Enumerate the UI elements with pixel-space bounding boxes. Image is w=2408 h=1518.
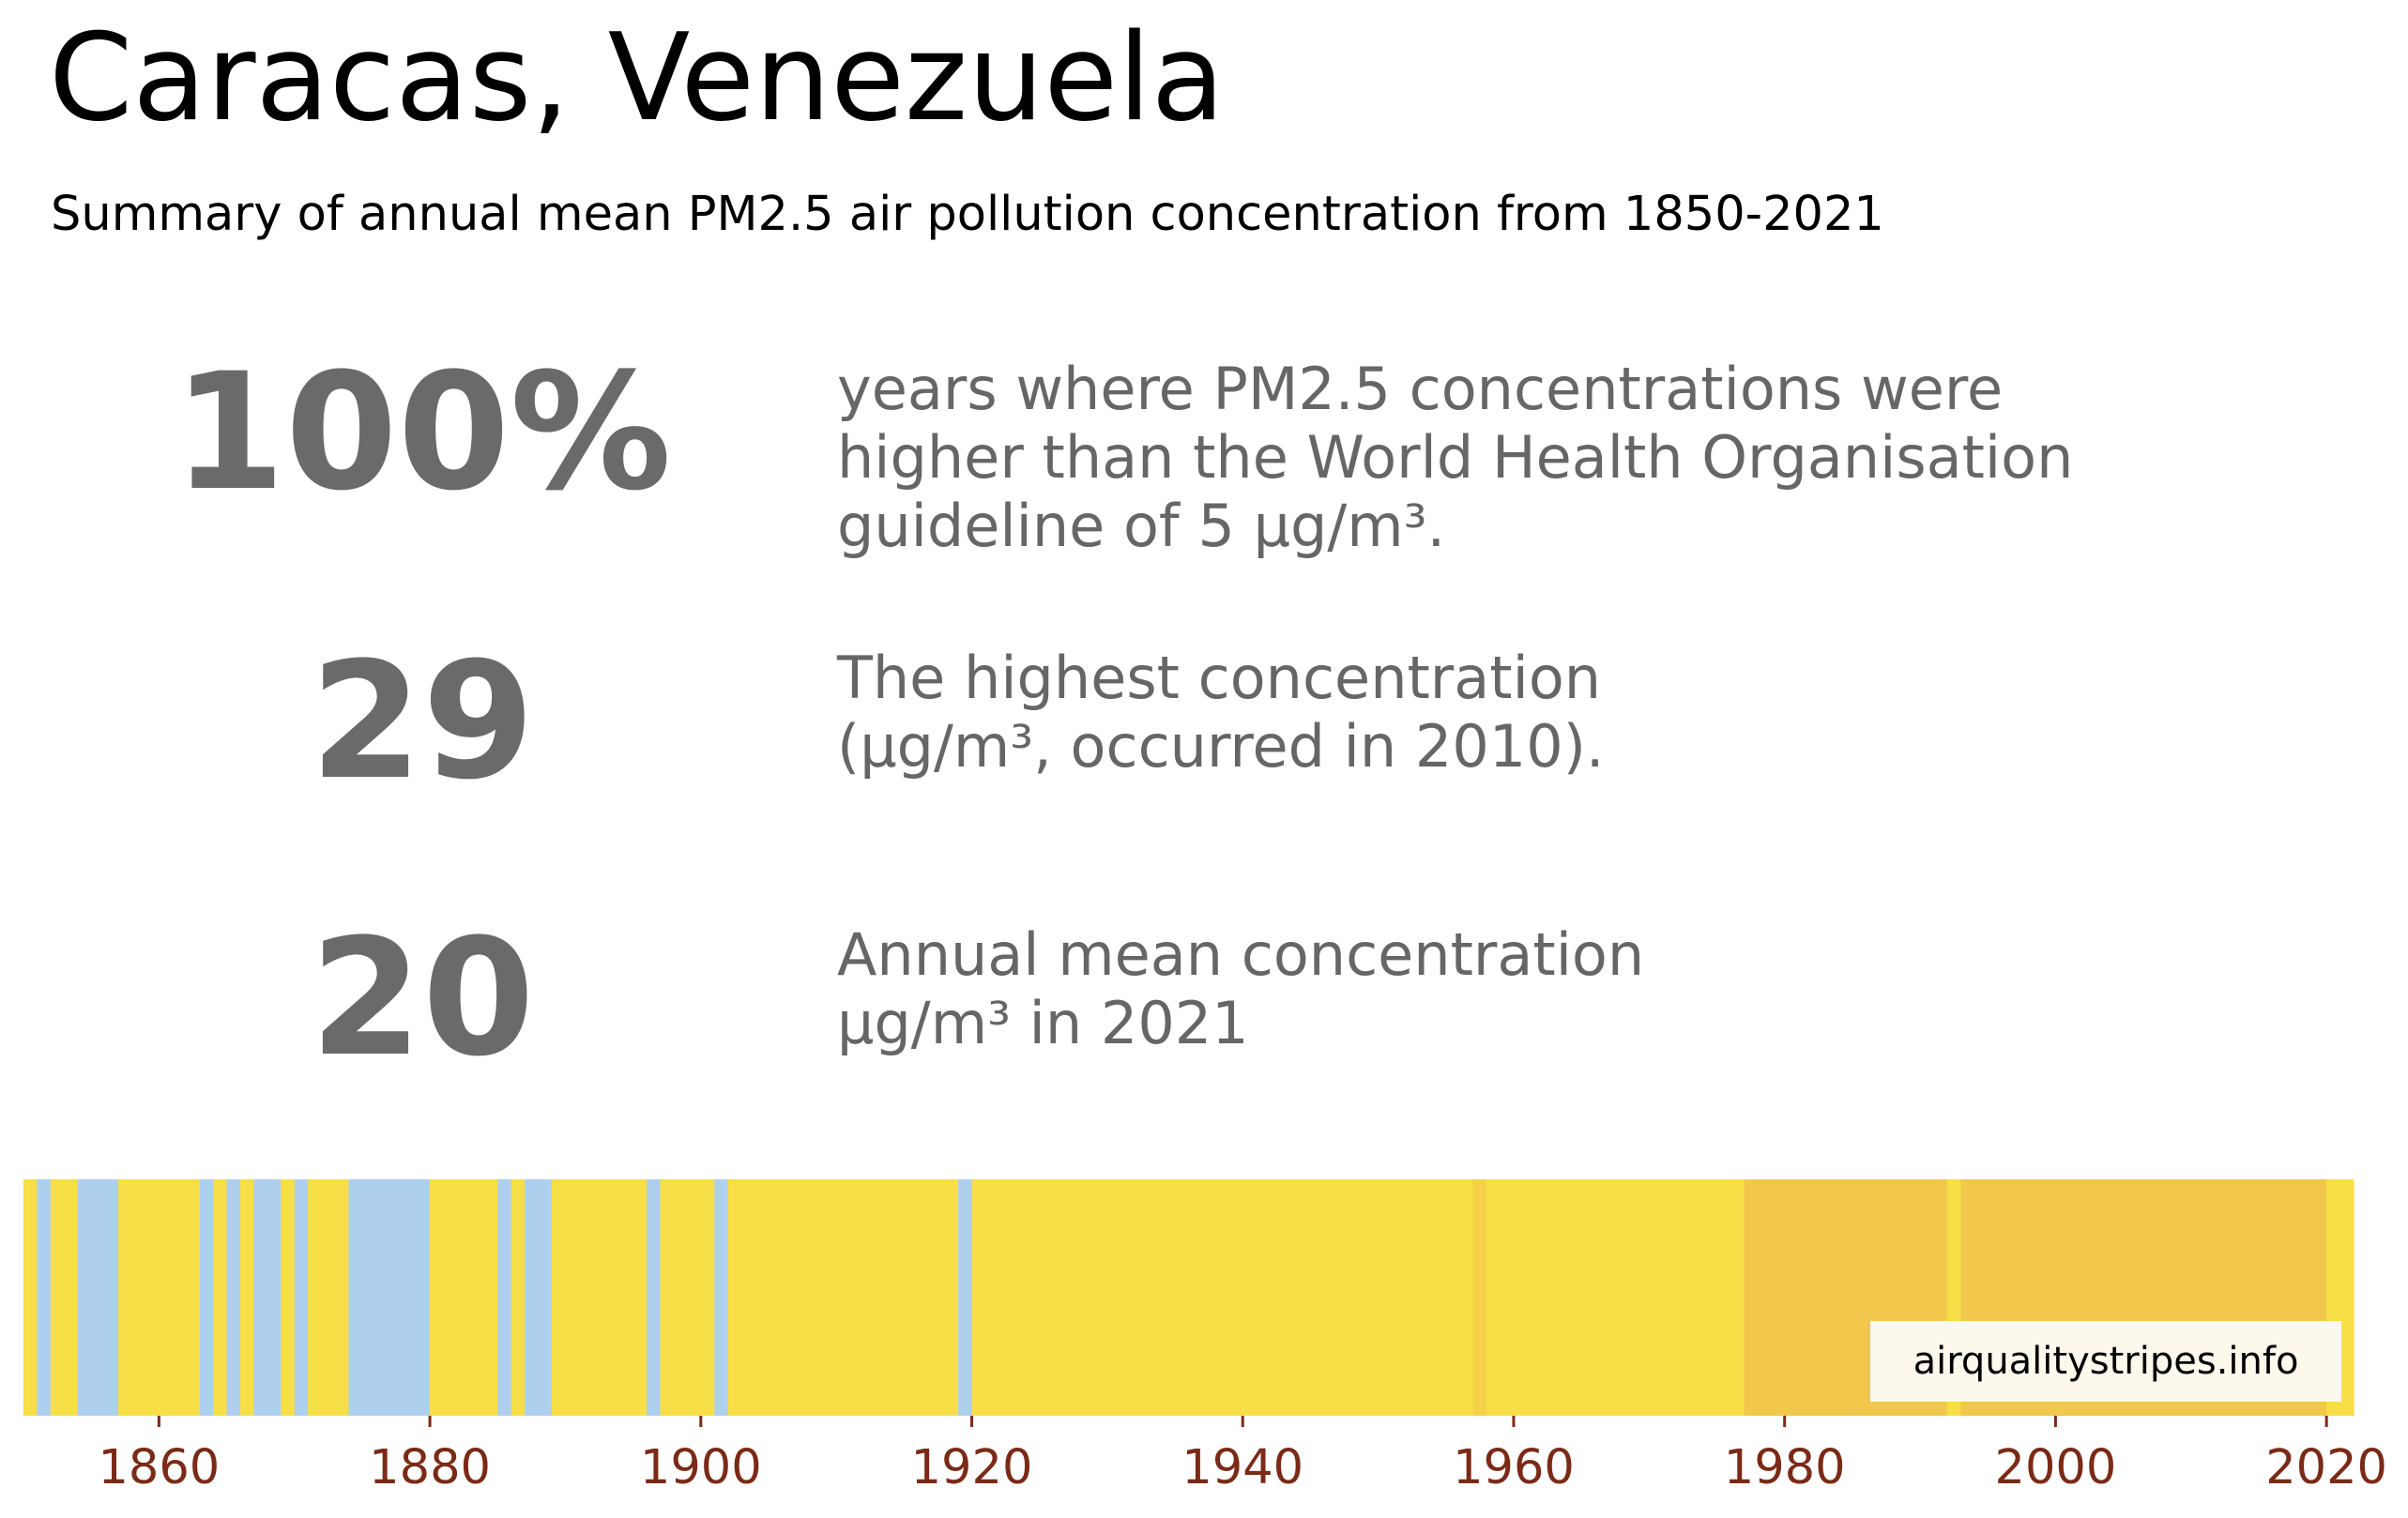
stripe-1901 bbox=[714, 1179, 729, 1416]
x-tick-label-1880: 1880 bbox=[369, 1440, 491, 1495]
stripe-1867 bbox=[253, 1179, 282, 1416]
stripe-1871 bbox=[308, 1179, 350, 1416]
stripe-1864 bbox=[213, 1179, 228, 1416]
stripe-1957 bbox=[1472, 1179, 1487, 1416]
x-tick-label-1960: 1960 bbox=[1453, 1440, 1575, 1495]
page-subtitle: Summary of annual mean PM2.5 air polluti… bbox=[51, 187, 1884, 242]
stripe-1865 bbox=[226, 1179, 241, 1416]
stripe-1853 bbox=[64, 1179, 79, 1416]
stripe-1857 bbox=[118, 1179, 201, 1416]
stripe-1958 bbox=[1486, 1179, 1745, 1416]
stripe-1874 bbox=[348, 1179, 431, 1416]
stripe-1919 bbox=[958, 1179, 973, 1416]
stripe-1850 bbox=[23, 1179, 38, 1416]
x-tick-label-1980: 1980 bbox=[1724, 1440, 1846, 1495]
stripe-1885 bbox=[497, 1179, 512, 1416]
stripe-1920 bbox=[971, 1179, 1474, 1416]
stripe-1851 bbox=[37, 1179, 52, 1416]
stripe-1887 bbox=[525, 1179, 553, 1416]
air-quality-stripes-chart: 1860 1880 1900 1920 1940 1960 1980 2000 2020 air… bbox=[23, 1179, 2387, 1495]
x-tick-label-2020: 2020 bbox=[2265, 1440, 2387, 1495]
stripe-1889 bbox=[552, 1179, 648, 1416]
stat-highest-description: The highest concentration (µg/m³, occurr… bbox=[837, 644, 1605, 781]
stat-latest-concentration: 20 bbox=[310, 903, 535, 1092]
stripe-1902 bbox=[727, 1179, 959, 1416]
x-tick-label-2000: 2000 bbox=[1995, 1440, 2117, 1495]
x-tick-label-1940: 1940 bbox=[1181, 1440, 1303, 1495]
watermark-background bbox=[1870, 1321, 2341, 1402]
stripe-1896 bbox=[647, 1179, 662, 1416]
stat-latest-description: Annual mean concentration µg/m³ in 2021 bbox=[837, 920, 1645, 1057]
stat-percent-above-guideline: 100% bbox=[173, 338, 672, 526]
watermark-badge: airqualitystripes.info bbox=[1870, 1321, 2341, 1402]
watermark-text: airqualitystripes.info bbox=[1913, 1340, 2299, 1383]
stripe-1869 bbox=[281, 1179, 296, 1416]
stripe-1886 bbox=[511, 1179, 526, 1416]
stripe-1854 bbox=[77, 1179, 119, 1416]
stripe-1852 bbox=[50, 1179, 65, 1416]
stat-highest-concentration: 29 bbox=[310, 627, 535, 815]
stripe-1866 bbox=[239, 1179, 255, 1416]
x-axis-ticks: 1860 1880 1900 1920 1940 1960 1980 2000 2020 bbox=[98, 1416, 2387, 1495]
stripe-1880 bbox=[430, 1179, 498, 1416]
x-tick-label-1900: 1900 bbox=[640, 1440, 762, 1495]
x-tick-label-1920: 1920 bbox=[911, 1440, 1033, 1495]
stripe-1897 bbox=[660, 1179, 715, 1416]
stripe-1870 bbox=[294, 1179, 309, 1416]
stripe-1863 bbox=[199, 1179, 214, 1416]
page-title: Caracas, Venezuela bbox=[49, 8, 1226, 148]
x-tick-label-1860: 1860 bbox=[98, 1440, 220, 1495]
stat-percent-description: years where PM2.5 concentrations were hi… bbox=[837, 355, 2074, 560]
